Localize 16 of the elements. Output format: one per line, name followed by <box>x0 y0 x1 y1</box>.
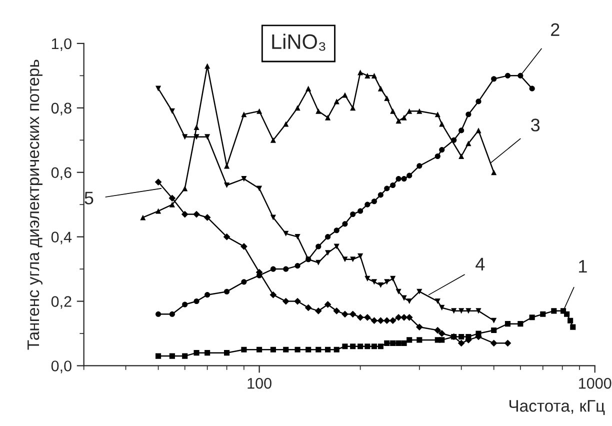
annotation: 4 <box>476 258 485 270</box>
annotation: 5 <box>84 192 94 204</box>
x-axis-title: Частота, кГц <box>510 400 605 415</box>
x-tick-label: 100 <box>248 378 272 389</box>
annotation: 2 <box>551 23 560 36</box>
annotation: 1 <box>579 260 587 273</box>
y-axis-title: Тангенс угла диэлектрических потерь <box>28 60 42 350</box>
annotation: 3 <box>531 118 540 132</box>
x-tick-label: 1000 <box>579 378 612 389</box>
y-tick-label: 0,4 <box>51 232 72 244</box>
y-tick-label: 0,0 <box>51 360 72 374</box>
chart-title: LiNO₃ <box>272 34 326 51</box>
y-tick-label: 1,0 <box>52 38 72 51</box>
y-tick-label: 0,6 <box>51 167 72 180</box>
y-tick-label: 0,2 <box>51 296 72 309</box>
y-tick-label: 0,8 <box>51 102 72 116</box>
